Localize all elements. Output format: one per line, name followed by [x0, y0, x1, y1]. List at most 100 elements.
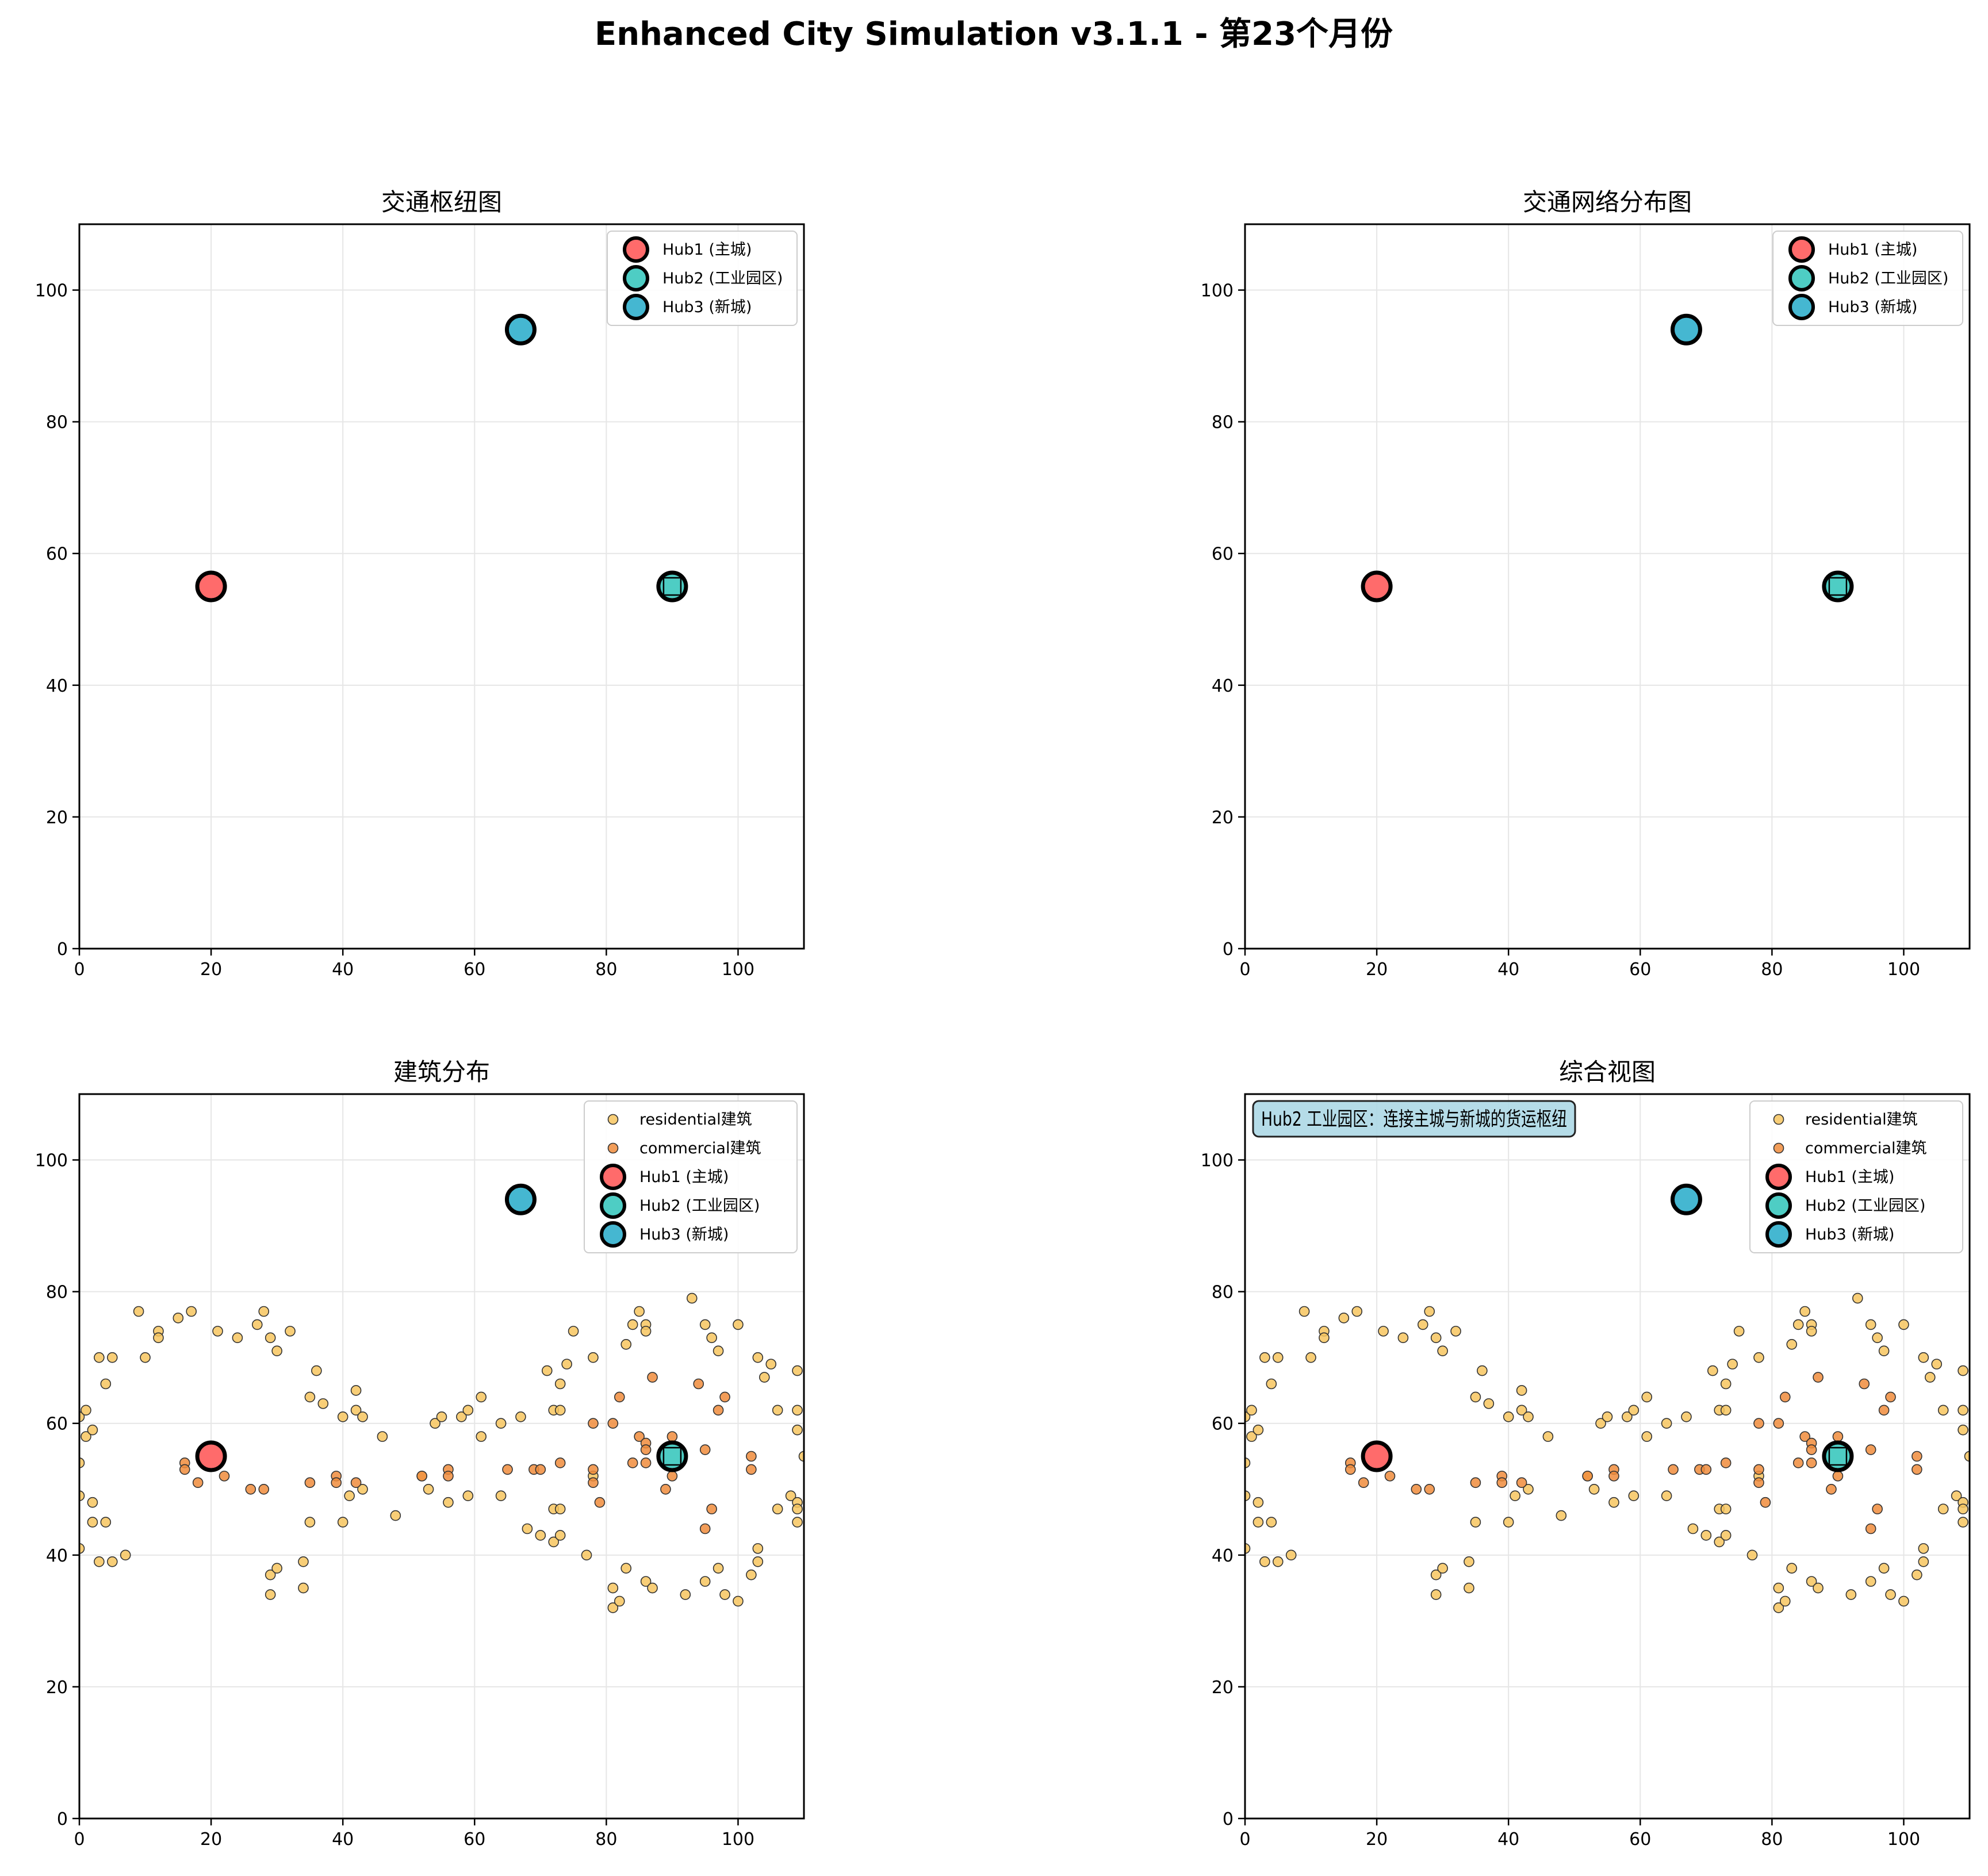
residential-point: [79, 1490, 85, 1502]
residential-point: [1806, 1326, 1817, 1337]
residential-point: [588, 1352, 599, 1363]
y-tick-label: 100: [1201, 281, 1234, 301]
residential-point: [1305, 1352, 1316, 1363]
residential-point: [1937, 1405, 1949, 1416]
residential-point: [1700, 1530, 1712, 1541]
commercial-point: [699, 1444, 711, 1455]
panel-title: 交通枢纽图: [381, 188, 502, 216]
plot-area: [79, 224, 804, 949]
residential-point: [1272, 1556, 1284, 1567]
y-tick-label: 80: [1212, 1283, 1234, 1303]
residential-point: [1602, 1411, 1613, 1422]
residential-point: [81, 1405, 91, 1416]
commercial-point: [350, 1477, 362, 1488]
hub-marker-3: [504, 1183, 537, 1215]
hub-marker-1: [195, 570, 227, 603]
legend-hub-3-label: Hub3 (新城): [639, 1226, 729, 1244]
residential-point: [377, 1431, 388, 1442]
legend-hub-3-marker: [1788, 294, 1815, 320]
y-tick-label: 0: [57, 1809, 68, 1829]
residential-point: [798, 1451, 804, 1462]
commercial-point: [1826, 1483, 1837, 1495]
x-tick-label: 100: [722, 1829, 754, 1850]
residential-point: [614, 1595, 625, 1607]
residential-point: [1958, 1365, 1968, 1376]
residential-point: [1588, 1483, 1600, 1495]
residential-point: [317, 1398, 329, 1409]
residential-point: [713, 1563, 724, 1574]
residential-point: [1845, 1589, 1857, 1600]
y-tick-label: 40: [1212, 1546, 1234, 1566]
hub-marker-1: [1361, 1440, 1393, 1472]
commercial-point: [245, 1483, 256, 1495]
residential-point: [620, 1563, 632, 1574]
residential-point: [1285, 1549, 1297, 1561]
residential-point: [258, 1306, 270, 1317]
residential-point: [1477, 1365, 1488, 1376]
residential-point: [1720, 1530, 1732, 1541]
commercial-point: [1760, 1497, 1771, 1508]
commercial-point: [693, 1378, 704, 1390]
residential-point: [752, 1556, 764, 1567]
x-tick-label: 80: [595, 1829, 617, 1850]
commercial-point: [554, 1457, 566, 1468]
residential-point: [337, 1517, 348, 1528]
axes-frame: [78, 223, 805, 950]
commercial-point: [627, 1457, 638, 1468]
residential-point: [699, 1319, 711, 1330]
residential-point: [1958, 1517, 1968, 1528]
residential-point: [1319, 1332, 1330, 1344]
residential-point: [1523, 1411, 1534, 1422]
commercial-point: [1832, 1431, 1844, 1442]
residential-point: [1523, 1483, 1534, 1495]
residential-point: [1516, 1405, 1527, 1416]
residential-point: [1424, 1306, 1435, 1317]
residential-point: [1641, 1431, 1653, 1442]
residential-point: [1872, 1332, 1883, 1344]
commercial-point: [594, 1497, 606, 1508]
residential-point: [1813, 1582, 1824, 1594]
residential-point: [462, 1405, 474, 1416]
hub-marker-1: [1361, 570, 1393, 603]
residential-point: [719, 1589, 730, 1600]
y-tick-label: 100: [35, 281, 68, 301]
residential-point: [1958, 1405, 1968, 1416]
residential-point: [79, 1543, 85, 1554]
residential-point: [106, 1556, 118, 1567]
legend-hub-1-label: Hub1 (主城): [1805, 1168, 1894, 1186]
commercial-point: [1806, 1457, 1817, 1468]
residential-point: [100, 1517, 112, 1528]
residential-point: [81, 1431, 91, 1442]
residential-point: [1885, 1589, 1896, 1600]
residential-point: [1516, 1385, 1527, 1396]
commercial-point: [746, 1464, 757, 1475]
residential-point: [1931, 1359, 1943, 1369]
commercial-point: [667, 1431, 678, 1442]
residential-point: [752, 1543, 764, 1554]
residential-point: [212, 1326, 223, 1337]
x-tick-label: 20: [1366, 1829, 1388, 1850]
commercial-point: [1753, 1418, 1764, 1429]
y-tick-label: 20: [46, 1678, 68, 1698]
residential-point: [1918, 1543, 1929, 1554]
residential-point: [627, 1319, 638, 1330]
x-tick-label: 80: [1761, 960, 1783, 980]
residential-point: [535, 1530, 546, 1541]
residential-point: [120, 1549, 131, 1561]
commercial-point: [1912, 1464, 1922, 1475]
commercial-point: [588, 1477, 599, 1488]
residential-point: [1266, 1517, 1277, 1528]
residential-point: [620, 1338, 632, 1350]
residential-point: [232, 1332, 243, 1344]
legend-hub-2-marker: [1788, 265, 1815, 291]
residential-point: [106, 1352, 118, 1363]
x-tick-label: 0: [1239, 1829, 1250, 1850]
residential-point: [79, 1457, 85, 1468]
residential-point: [298, 1582, 309, 1594]
residential-point: [733, 1595, 744, 1607]
x-tick-label: 0: [74, 1829, 85, 1850]
residential-point: [1510, 1490, 1520, 1502]
residential-point: [423, 1483, 434, 1495]
residential-point: [785, 1490, 796, 1502]
x-tick-label: 0: [1239, 960, 1250, 980]
